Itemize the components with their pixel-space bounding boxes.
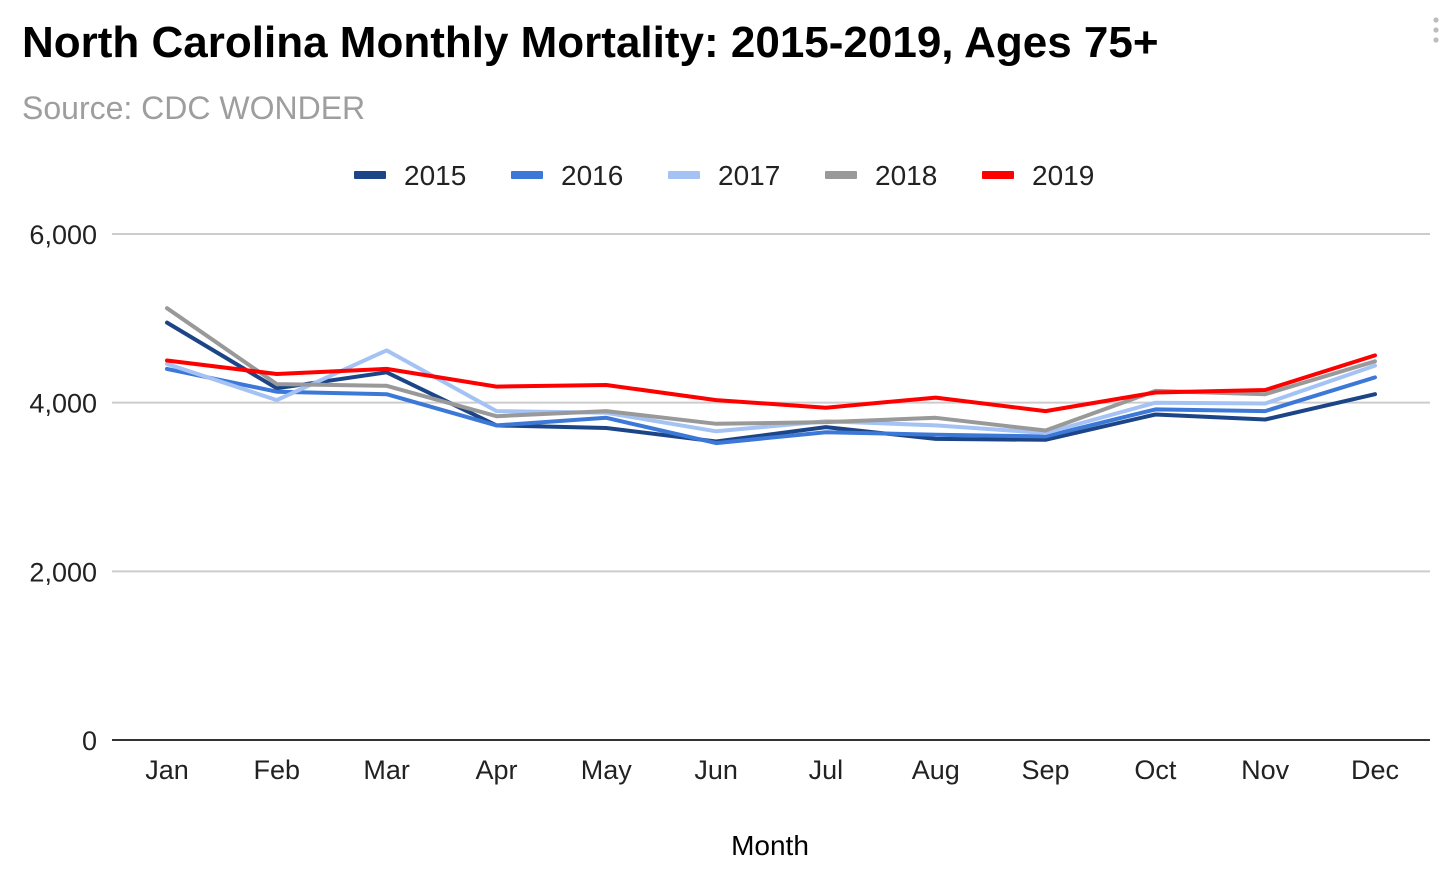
x-tick-label: May xyxy=(581,755,633,785)
legend-swatch xyxy=(354,171,386,179)
x-axis-label: Month xyxy=(731,830,809,861)
series-line-2017[interactable] xyxy=(165,348,1377,435)
legend-item-2017[interactable]: 2017 xyxy=(668,160,780,191)
legend-swatch xyxy=(511,171,543,179)
y-axis-ticks: 0 2,000 4,000 6,000 xyxy=(29,220,97,756)
x-tick-label: Sep xyxy=(1022,755,1070,785)
x-tick-label: Dec xyxy=(1351,755,1399,785)
series-line-2016[interactable] xyxy=(165,366,1377,446)
y-tick-label: 0 xyxy=(82,726,97,756)
legend-label: 2018 xyxy=(875,160,937,191)
x-tick-label: Mar xyxy=(363,755,410,785)
chart-subtitle: Source: CDC WONDER xyxy=(22,90,366,126)
x-tick-label: Apr xyxy=(475,755,517,785)
x-tick-label: Jun xyxy=(694,755,738,785)
legend-item-2019[interactable]: 2019 xyxy=(982,160,1094,191)
x-tick-label: Jan xyxy=(145,755,189,785)
x-axis-ticks: Jan Feb Mar Apr May Jun Jul Aug Sep Oct Nov Dec xyxy=(145,755,1399,785)
series-line-2015[interactable] xyxy=(165,320,1377,444)
more-options-icon[interactable] xyxy=(1432,16,1440,44)
series-line-2019[interactable] xyxy=(165,353,1377,414)
x-tick-label: Jul xyxy=(809,755,844,785)
legend-item-2018[interactable]: 2018 xyxy=(825,160,937,191)
legend-swatch xyxy=(982,171,1014,179)
legend-item-2015[interactable]: 2015 xyxy=(354,160,466,191)
legend: 2015 2016 2017 2018 2019 xyxy=(354,160,1094,191)
legend-item-2016[interactable]: 2016 xyxy=(511,160,623,191)
x-tick-label: Nov xyxy=(1241,755,1290,785)
chart-title: North Carolina Monthly Mortality: 2015-2… xyxy=(22,18,1159,67)
legend-swatch xyxy=(668,171,700,179)
x-tick-label: Aug xyxy=(912,755,960,785)
y-tick-label: 4,000 xyxy=(29,389,97,419)
series-lines xyxy=(165,306,1377,446)
legend-label: 2016 xyxy=(561,160,623,191)
y-tick-label: 2,000 xyxy=(29,557,97,587)
legend-label: 2015 xyxy=(404,160,466,191)
x-tick-label: Feb xyxy=(254,755,301,785)
x-tick-label: Oct xyxy=(1134,755,1177,785)
legend-swatch xyxy=(825,171,857,179)
legend-label: 2019 xyxy=(1032,160,1094,191)
legend-label: 2017 xyxy=(718,160,780,191)
y-tick-label: 6,000 xyxy=(29,220,97,250)
